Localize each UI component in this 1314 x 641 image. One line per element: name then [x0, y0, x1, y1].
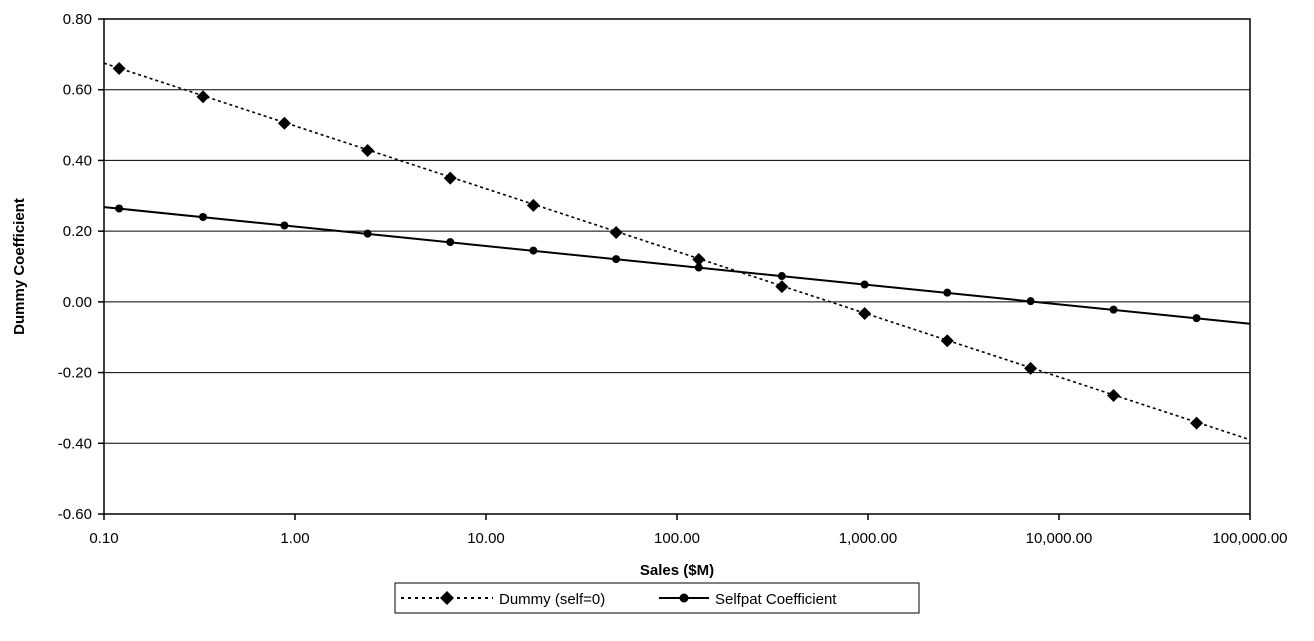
gridlines: [104, 89, 1250, 444]
data-point-circle: [115, 204, 124, 213]
data-point-diamond: [361, 144, 375, 158]
data-point-circle: [694, 263, 703, 272]
data-point-circle: [612, 255, 621, 264]
x-axis-ticks: 0.10 1.00 10.00 100.00 1,000.00 10,000.00 100,…: [89, 514, 1288, 547]
x-tick-label: 10.00: [467, 530, 505, 547]
data-point-circle: [1109, 305, 1118, 314]
x-tick-label: 10,000.00: [1026, 530, 1093, 547]
y-tick-label: 0.00: [63, 294, 92, 311]
data-point-circle: [529, 246, 538, 255]
y-tick-label: -0.20: [58, 365, 92, 382]
data-point-diamond: [196, 90, 210, 104]
y-axis-ticks: 0.80 0.60 0.40 0.20 0.00 -0.20 -0.40 -0.60: [58, 11, 104, 523]
data-point-diamond: [443, 171, 457, 185]
data-point-diamond: [1024, 361, 1038, 375]
data-point-circle: [199, 213, 208, 221]
data-point-diamond: [277, 116, 291, 130]
data-point-circle: [1192, 314, 1201, 323]
data-point-diamond: [858, 307, 872, 321]
data-point-diamond: [609, 226, 623, 240]
legend-label-selfpat: Selfpat Coefficient: [715, 591, 837, 608]
y-tick-label: 0.40: [63, 152, 92, 169]
data-point-diamond: [112, 62, 126, 75]
data-point-circle: [1026, 297, 1035, 306]
series-selfpat: [103, 204, 1251, 325]
legend-label-dummy: Dummy (self=0): [499, 591, 605, 608]
x-tick-label: 0.10: [89, 530, 118, 547]
data-point-diamond: [1107, 389, 1121, 403]
data-point-diamond: [1190, 416, 1204, 430]
legend-marker-circle-icon: [679, 593, 689, 603]
series-line: [103, 206, 1251, 325]
y-tick-label: -0.40: [58, 435, 92, 452]
data-point-circle: [363, 229, 372, 238]
x-axis-title: Sales ($M): [640, 562, 714, 579]
data-point-circle: [860, 280, 869, 289]
legend-box: [394, 582, 920, 614]
data-point-diamond: [692, 252, 706, 266]
legend: Dummy (self=0) Selfpat Coefficient: [394, 582, 920, 614]
data-point-diamond: [940, 334, 954, 348]
x-tick-label: 1,000.00: [839, 530, 897, 547]
plot-area-frame: [103, 18, 1251, 515]
x-tick-label: 1.00: [280, 530, 309, 547]
x-tick-label: 100.00: [654, 530, 700, 547]
y-tick-label: -0.60: [58, 506, 92, 523]
series-layer: [103, 62, 1251, 441]
series-dummy: [103, 62, 1251, 441]
data-point-diamond: [775, 280, 789, 294]
legend-marker-diamond-icon: [440, 591, 454, 605]
y-tick-label: 0.80: [63, 11, 92, 28]
series-line: [103, 62, 1251, 441]
y-tick-label: 0.60: [63, 82, 92, 99]
data-point-circle: [777, 272, 786, 281]
x-tick-label: 100,000.00: [1212, 530, 1287, 547]
data-point-circle: [280, 221, 289, 230]
data-point-circle: [943, 288, 952, 297]
data-point-circle: [446, 238, 455, 247]
y-tick-label: 0.20: [63, 223, 92, 240]
data-point-diamond: [526, 198, 540, 212]
y-axis-title: Dummy Coefficient: [11, 198, 28, 335]
